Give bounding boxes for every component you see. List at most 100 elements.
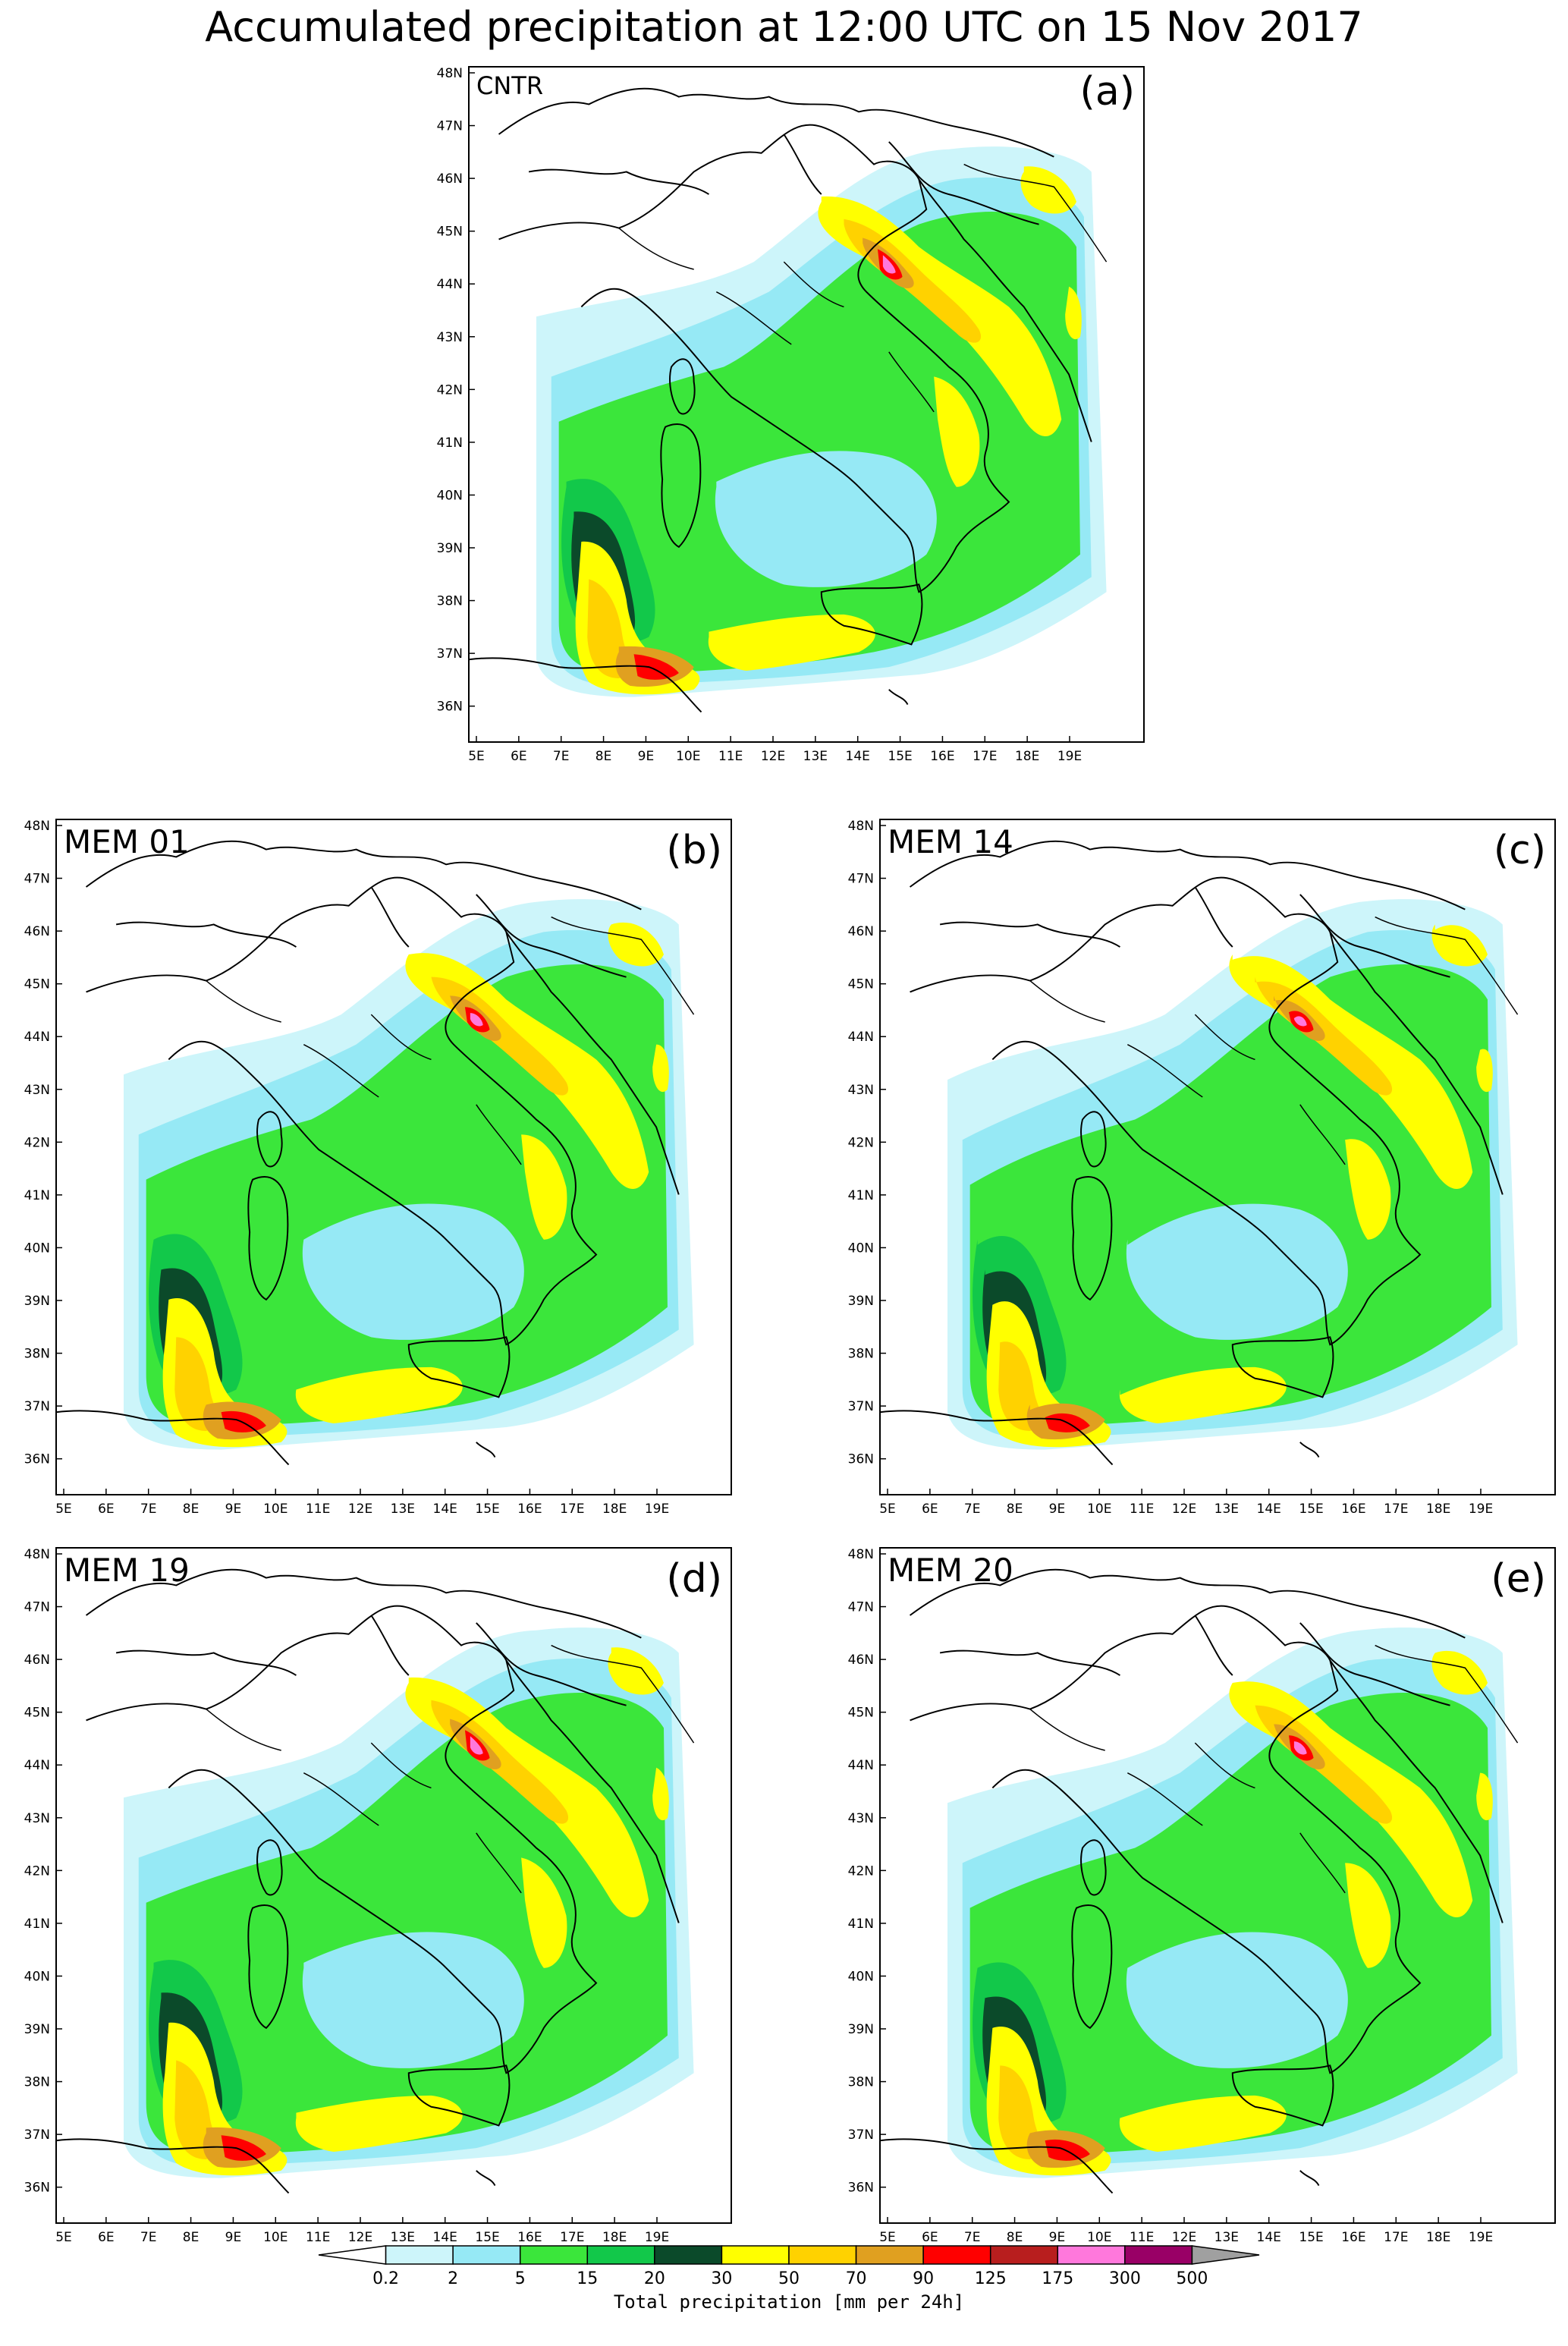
lat-tick-label: 45N (848, 1706, 874, 1721)
lon-tick-label: 14E (433, 2230, 457, 2245)
lon-tick-label: 10E (263, 2230, 288, 2245)
lon-tick-label: 16E (1341, 1502, 1365, 1517)
lon-tick-label: 13E (803, 749, 828, 764)
lat-tick-label: 40N (848, 1969, 874, 1984)
lon-tick-label: 17E (973, 749, 997, 764)
lon-tick-label: 11E (1130, 1502, 1154, 1517)
lon-tick-label: 10E (263, 1502, 288, 1517)
lat-tick-label: 39N (24, 1294, 50, 1309)
lat-tick-label: 44N (437, 277, 463, 292)
lon-tick-label: 6E (98, 1502, 115, 1517)
lat-tick-label: 47N (848, 872, 874, 887)
colorbar-tick-label: 175 (1042, 2269, 1073, 2288)
lon-tick-label: 10E (1087, 1502, 1111, 1517)
lon-tick-label: 19E (1469, 1502, 1493, 1517)
lat-tick-label: 38N (848, 1347, 874, 1362)
lon-tick-label: 18E (1015, 749, 1039, 764)
lat-tick-label: 37N (848, 1399, 874, 1414)
lon-tick-label: 5E (468, 749, 485, 764)
lat-tick-label: 37N (24, 2127, 50, 2143)
colorbar-tick-label: 50 (778, 2269, 800, 2288)
colorbar-swatch (385, 2245, 454, 2265)
lat-tick-label: 46N (24, 924, 50, 939)
lat-tick-label: 41N (24, 1917, 50, 1932)
lat-tick-label: 36N (848, 1452, 874, 1467)
lat-tick-label: 42N (24, 1863, 50, 1879)
lat-tick-label: 48N (848, 819, 874, 834)
lat-tick-label: 39N (848, 2022, 874, 2037)
lon-tick-label: 19E (645, 1502, 669, 1517)
lon-tick-label: 16E (930, 749, 954, 764)
panel-tag: (d) (666, 1556, 722, 1602)
lat-tick-label: 47N (24, 872, 50, 887)
lon-tick-label: 15E (1299, 1502, 1323, 1517)
lat-tick-label: 43N (848, 1083, 874, 1098)
lat-tick-label: 37N (24, 1399, 50, 1414)
lon-tick-label: 11E (306, 1502, 330, 1517)
lat-tick-label: 36N (24, 2181, 50, 2196)
lat-tick-label: 42N (848, 1135, 874, 1150)
lon-tick-label: 16E (1341, 2230, 1365, 2245)
lon-tick-label: 12E (1172, 1502, 1196, 1517)
lat-tick-label: 38N (24, 2075, 50, 2090)
colorbar-tick-label: 500 (1176, 2269, 1208, 2288)
colorbar-swatch (519, 2245, 589, 2265)
colorbar-tick-label: 5 (515, 2269, 526, 2288)
lat-tick-label: 38N (848, 2075, 874, 2090)
colorbar-swatch (586, 2245, 655, 2265)
lon-tick-label: 10E (676, 749, 700, 764)
panel-name: MEM 14 (888, 823, 1013, 860)
colorbar-tick-label: 0.2 (372, 2269, 399, 2288)
lon-tick-label: 14E (433, 1502, 457, 1517)
lat-tick-label: 39N (437, 541, 463, 556)
lat-tick-label: 42N (437, 382, 463, 398)
lon-tick-label: 15E (475, 1502, 499, 1517)
lat-tick-label: 43N (848, 1811, 874, 1826)
lat-tick-label: 39N (24, 2022, 50, 2037)
lon-tick-label: 18E (1426, 2230, 1450, 2245)
lon-tick-label: 18E (602, 1502, 627, 1517)
lon-tick-label: 12E (348, 1502, 372, 1517)
lat-tick-label: 48N (24, 819, 50, 834)
lon-tick-label: 19E (645, 2230, 669, 2245)
lon-tick-label: 15E (888, 749, 912, 764)
lat-tick-label: 44N (24, 1030, 50, 1045)
lat-tick-label: 45N (437, 225, 463, 240)
figure-title: Accumulated precipitation at 12:00 UTC o… (205, 3, 1363, 51)
map-panel: 48N 47N 46N 45N 44N 43N 42N 41N 40N 39N 38N 37N 36N 5… (848, 1547, 1556, 2245)
colorbar-tick-label: 20 (644, 2269, 665, 2288)
lat-tick-label: 38N (437, 594, 463, 609)
panel-name: MEM 01 (64, 823, 190, 860)
lon-tick-label: 11E (1130, 2230, 1154, 2245)
lon-tick-label: 9E (1049, 2230, 1066, 2245)
lat-tick-label: 39N (848, 1294, 874, 1309)
lon-tick-label: 16E (517, 2230, 542, 2245)
colorbar-tick-label: 15 (577, 2269, 598, 2288)
lon-tick-label: 8E (595, 749, 612, 764)
lon-tick-label: 6E (922, 2230, 938, 2245)
lat-tick-label: 45N (24, 1706, 50, 1721)
lat-tick-label: 42N (848, 1863, 874, 1879)
lon-tick-label: 9E (225, 1502, 242, 1517)
lat-tick-label: 44N (24, 1758, 50, 1773)
panel-frame (879, 1547, 1556, 2224)
panel-tag: (a) (1080, 69, 1135, 115)
lon-tick-label: 15E (1299, 2230, 1323, 2245)
colorbar-tick-label: 70 (846, 2269, 867, 2288)
colorbar-swatch (855, 2245, 924, 2265)
lon-tick-label: 14E (846, 749, 870, 764)
lon-tick-label: 6E (98, 2230, 115, 2245)
colorbar-swatch (318, 2245, 387, 2265)
lon-tick-label: 19E (1469, 2230, 1493, 2245)
lat-tick-label: 47N (848, 1600, 874, 1615)
lon-tick-label: 6E (922, 1502, 938, 1517)
panel-tag: (e) (1491, 1556, 1546, 1602)
lon-tick-label: 18E (602, 2230, 627, 2245)
lon-tick-label: 8E (183, 1502, 200, 1517)
colorbar-swatch (788, 2245, 857, 2265)
lon-tick-label: 8E (1007, 1502, 1023, 1517)
colorbar-tick-label: 125 (975, 2269, 1007, 2288)
lon-tick-label: 11E (718, 749, 743, 764)
colorbar-tick-label: 90 (913, 2269, 934, 2288)
